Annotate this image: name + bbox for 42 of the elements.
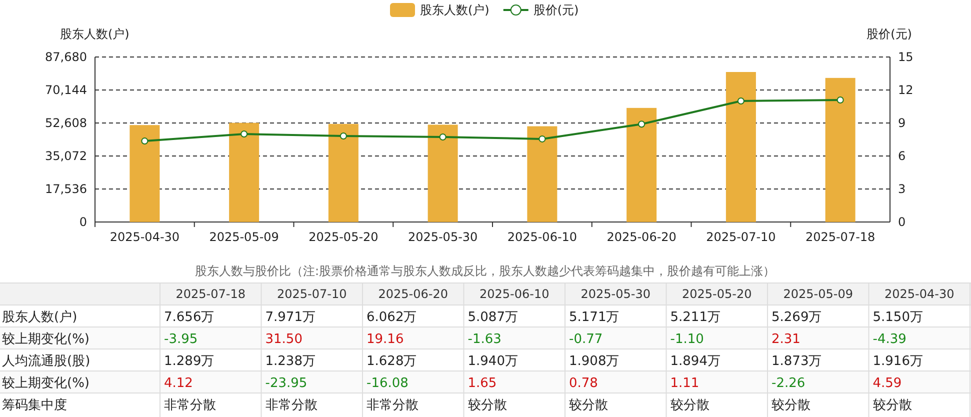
point [439,133,446,140]
x-tick-label: 2025-04-30 [110,230,180,244]
bar [726,72,756,222]
y-tick-label: 87,680 [45,50,87,64]
bar [825,78,856,222]
x-tick-label: 2025-07-10 [706,230,776,244]
y2-tick-label: 6 [898,149,906,163]
x-tick-label: 2025-06-10 [507,230,578,244]
bar [130,125,160,222]
point [141,138,148,145]
legend-label: 股东人数(户) [420,3,490,17]
y-axis-title: 股东人数(户) [60,27,130,41]
y2-tick-label: 15 [898,50,914,64]
bar [626,108,657,222]
point [836,96,844,104]
x-tick-label: 2025-06-20 [606,230,676,244]
y-tick-label: 35,072 [45,149,87,163]
y2-axis-title: 股价(元) [866,27,912,41]
x-tick-label: 2025-07-18 [805,230,876,244]
point [538,135,546,142]
y2-tick-label: 0 [898,215,906,229]
y-tick-label: 17,536 [45,182,87,196]
y2-tick-label: 12 [898,83,914,97]
bar [527,126,558,222]
bar [328,124,358,222]
x-tick-label: 2025-05-09 [209,230,279,244]
y-tick-label: 52,608 [45,116,87,130]
x-tick-label: 2025-05-30 [408,230,478,244]
y-tick-label: 0 [79,215,87,229]
bar [428,124,458,222]
x-tick-label: 2025-05-20 [308,230,378,244]
bar [229,122,260,222]
point [638,120,646,128]
y2-tick-label: 3 [898,182,906,196]
point [240,130,248,138]
point [340,132,347,140]
data-table: 2025-07-18 2025-07-10 2025-06-20 2025-06-10 2025-05-30 2025-05-20 2025-05-09 2025-04-30 股东人数(户) 7.656万 7.971万 6.062万 5.087万 5.171万 5.211万 5.269万 5.150万 较上期变化(%) -3.95 31.50 19.16 -1.63 -0.77 -1.10 2.31 -4.39 人均流通股(股) 1.289万 1.238万 1.628万 1.940万 1.908万 1.894万 1.873万 1.916万 较上期变化(%) 4.12 -23.95 -16.08 1.65 0.78 1.11 -2.26 4.59 筹码集中度 非常分散 非常分散 非常分散 较分散 较分散 较分散 较分散 较分散 [0,282,971,417]
text: 股东人数与股价比（注:股票价格通常与股东人数成反比，股东人数越少代表筹码越集中，股价越有可能上涨） [194,264,776,278]
y-tick-label: 70,144 [45,83,87,97]
point [737,98,744,104]
legend-label: 股价(元) [533,3,579,17]
y2-tick-label: 9 [898,116,906,130]
